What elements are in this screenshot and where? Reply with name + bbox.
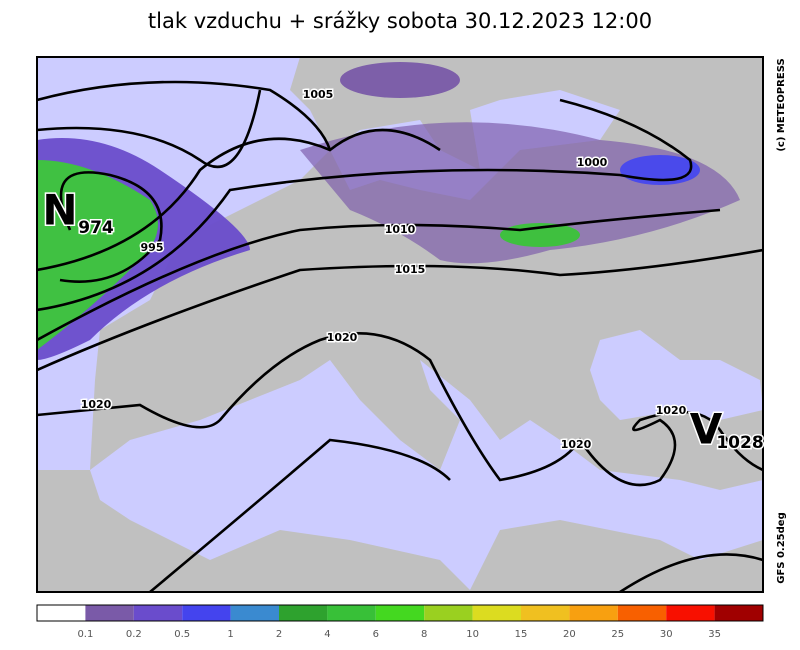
high-value: 1028: [716, 433, 763, 453]
legend-swatch: [666, 605, 715, 621]
legend-swatch: [521, 605, 570, 621]
legend-label: 2: [276, 629, 282, 640]
sea: [590, 330, 763, 420]
legend-label: 0.2: [126, 629, 142, 640]
isobar-label: 1000: [577, 156, 608, 169]
legend-label: 0.1: [77, 629, 93, 640]
legend-swatch: [182, 605, 231, 621]
map-title: tlak vzduchu + srážky sobota 30.12.2023 …: [148, 9, 652, 33]
legend-frame: [36, 604, 764, 622]
isobar-label: 1020: [561, 438, 592, 451]
copyright: (c) METEOPRESS: [776, 58, 787, 151]
legend-swatch: [133, 605, 183, 621]
legend: 0.1 0.2 0.5 1 2 4 6 8 10 15 20 25 30 35: [36, 604, 764, 640]
legend-label: 6: [373, 629, 379, 640]
legend-swatch: [424, 605, 473, 621]
legend-swatch: [230, 605, 279, 621]
legend-label: 15: [515, 629, 528, 640]
isobar-label: 995: [141, 241, 164, 254]
legend-label: 0.5: [174, 629, 190, 640]
low-value: 974: [78, 218, 114, 238]
sea: [90, 360, 763, 590]
legend-swatch: [617, 605, 667, 621]
isobar-label: 1010: [385, 223, 416, 236]
legend-swatch: [327, 605, 376, 621]
legend-label: 8: [421, 629, 427, 640]
legend-label: 10: [466, 629, 479, 640]
legend-swatch: [37, 605, 86, 621]
legend-swatch: [714, 605, 763, 621]
isobar-label: 1020: [656, 404, 687, 417]
legend-label: 4: [324, 629, 330, 640]
model-label: GFS 0.25deg: [776, 512, 787, 584]
isobars: [37, 80, 763, 592]
isobar-label: 1005: [303, 88, 334, 101]
map-frame: [36, 56, 764, 593]
legend-label: 35: [708, 629, 721, 640]
legend-swatch: [569, 605, 618, 621]
legend-label: 25: [611, 629, 624, 640]
isobar-label: 1015: [395, 263, 426, 276]
legend-swatch: [375, 605, 425, 621]
legend-label: 30: [660, 629, 673, 640]
isobar-label: 1020: [327, 331, 358, 344]
isobar-label: 1020: [81, 398, 112, 411]
legend-swatch: [472, 605, 521, 621]
low-letter: N: [42, 186, 77, 235]
map: 100510001010101599510201020102010201020 …: [36, 56, 787, 593]
legend-label: 1: [227, 629, 233, 640]
high-letter: V: [690, 405, 723, 454]
legend-label: 20: [563, 629, 576, 640]
legend-swatch: [85, 605, 134, 621]
legend-swatch: [279, 605, 328, 621]
